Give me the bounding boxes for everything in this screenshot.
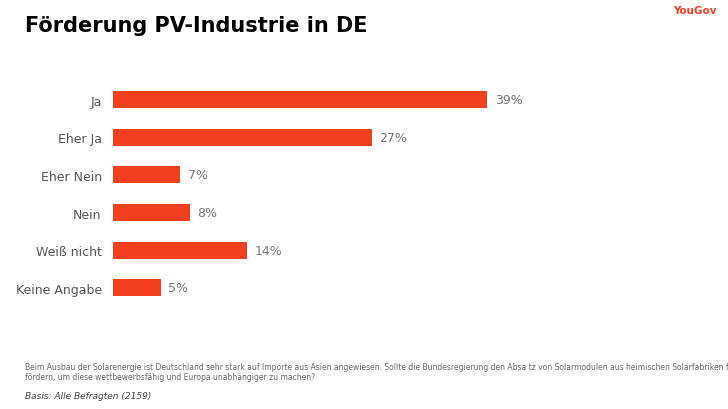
Text: 7%: 7% [188, 169, 207, 182]
Text: 39%: 39% [495, 94, 523, 107]
Text: YouGov: YouGov [673, 6, 717, 16]
Text: Basis: Alle Befragten (2159): Basis: Alle Befragten (2159) [25, 391, 152, 400]
Bar [113, 280, 161, 297]
Text: Förderung PV-Industrie in DE: Förderung PV-Industrie in DE [25, 16, 368, 36]
Text: 27%: 27% [379, 132, 408, 144]
Bar [113, 92, 487, 109]
Bar [113, 242, 248, 259]
Text: 8%: 8% [197, 207, 217, 220]
Bar [113, 130, 372, 146]
Text: Beim Ausbau der Solarenergie ist Deutschland sehr stark auf Importe aus Asien an: Beim Ausbau der Solarenergie ist Deutsch… [25, 362, 728, 381]
Bar [113, 204, 189, 222]
Text: 14%: 14% [255, 244, 282, 257]
Text: 5%: 5% [168, 282, 189, 294]
Bar [113, 167, 180, 184]
